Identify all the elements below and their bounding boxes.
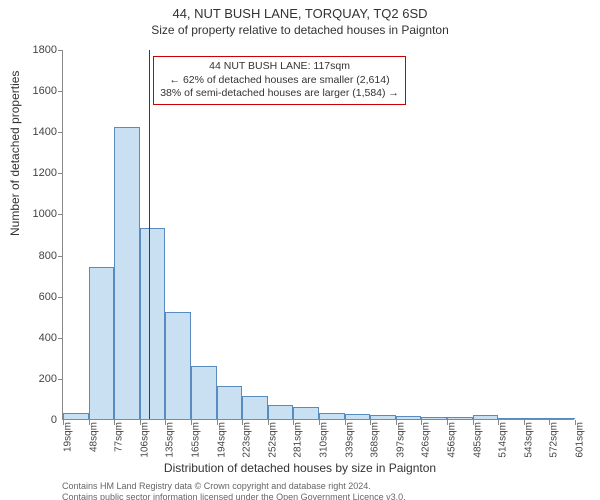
infobox-line: 38% of semi-detached houses are larger (… bbox=[160, 87, 399, 101]
xtick-label: 165sqm bbox=[191, 422, 202, 458]
ytick-label: 1400 bbox=[17, 126, 57, 138]
ytick-mark bbox=[58, 173, 63, 174]
xtick-label: 456sqm bbox=[447, 422, 458, 458]
xtick-label: 281sqm bbox=[293, 422, 304, 458]
footer: Contains HM Land Registry data © Crown c… bbox=[62, 481, 406, 500]
histogram-bar bbox=[396, 416, 422, 419]
ytick-mark bbox=[58, 379, 63, 380]
histogram-bar bbox=[140, 228, 166, 419]
histogram-bar bbox=[293, 407, 319, 419]
ytick-label: 1000 bbox=[17, 208, 57, 220]
footer-line-1: Contains HM Land Registry data © Crown c… bbox=[62, 481, 406, 492]
chart-container: 44, NUT BUSH LANE, TORQUAY, TQ2 6SD Size… bbox=[0, 6, 600, 500]
ytick-label: 0 bbox=[17, 414, 57, 426]
page-subtitle: Size of property relative to detached ho… bbox=[0, 23, 600, 37]
histogram-bar bbox=[114, 127, 140, 419]
ytick-label: 1800 bbox=[17, 44, 57, 56]
xtick-label: 77sqm bbox=[114, 422, 125, 452]
ytick-mark bbox=[58, 50, 63, 51]
ytick-mark bbox=[58, 91, 63, 92]
ytick-label: 400 bbox=[17, 332, 57, 344]
histogram-bar bbox=[217, 386, 243, 419]
ytick-mark bbox=[58, 338, 63, 339]
ytick-mark bbox=[58, 256, 63, 257]
x-axis-label: Distribution of detached houses by size … bbox=[0, 461, 600, 475]
ytick-mark bbox=[58, 214, 63, 215]
histogram-bar bbox=[268, 405, 294, 419]
xtick-label: 514sqm bbox=[498, 422, 509, 458]
xtick-label: 368sqm bbox=[370, 422, 381, 458]
xtick-label: 48sqm bbox=[88, 422, 99, 452]
histogram-bar bbox=[319, 413, 345, 419]
histogram-bar bbox=[498, 418, 524, 419]
xtick-label: 223sqm bbox=[242, 422, 253, 458]
histogram-bar bbox=[191, 366, 217, 419]
page-title: 44, NUT BUSH LANE, TORQUAY, TQ2 6SD bbox=[0, 6, 600, 21]
chart-area: 02004006008001000120014001600180019sqm48… bbox=[62, 50, 574, 420]
xtick-label: 426sqm bbox=[421, 422, 432, 458]
histogram-bar bbox=[549, 418, 575, 419]
xtick-label: 194sqm bbox=[216, 422, 227, 458]
xtick-label: 252sqm bbox=[267, 422, 278, 458]
xtick-label: 135sqm bbox=[165, 422, 176, 458]
histogram-bar bbox=[370, 415, 396, 419]
ytick-label: 600 bbox=[17, 291, 57, 303]
histogram-bar bbox=[524, 418, 550, 419]
infobox-line: 44 NUT BUSH LANE: 117sqm bbox=[160, 60, 399, 74]
ytick-label: 1600 bbox=[17, 85, 57, 97]
xtick-label: 572sqm bbox=[549, 422, 560, 458]
ytick-mark bbox=[58, 132, 63, 133]
plot-area: 02004006008001000120014001600180019sqm48… bbox=[62, 50, 574, 420]
histogram-bar bbox=[63, 413, 89, 419]
ytick-mark bbox=[58, 297, 63, 298]
reference-infobox: 44 NUT BUSH LANE: 117sqm← 62% of detache… bbox=[153, 56, 406, 105]
histogram-bar bbox=[473, 415, 499, 419]
histogram-bar bbox=[242, 396, 268, 419]
footer-line-2: Contains public sector information licen… bbox=[62, 492, 406, 500]
ytick-label: 800 bbox=[17, 250, 57, 262]
ytick-label: 200 bbox=[17, 373, 57, 385]
xtick-label: 397sqm bbox=[395, 422, 406, 458]
histogram-bar bbox=[165, 312, 191, 419]
xtick-label: 106sqm bbox=[139, 422, 150, 458]
xtick-label: 601sqm bbox=[575, 422, 586, 458]
histogram-bar bbox=[447, 417, 473, 419]
reference-line bbox=[149, 50, 150, 419]
xtick-label: 310sqm bbox=[319, 422, 330, 458]
histogram-bar bbox=[345, 414, 371, 419]
xtick-label: 485sqm bbox=[472, 422, 483, 458]
histogram-bar bbox=[421, 417, 447, 419]
histogram-bar bbox=[89, 267, 115, 419]
xtick-label: 543sqm bbox=[523, 422, 534, 458]
ytick-label: 1200 bbox=[17, 167, 57, 179]
xtick-label: 19sqm bbox=[63, 422, 74, 452]
infobox-line: ← 62% of detached houses are smaller (2,… bbox=[160, 74, 399, 88]
xtick-label: 339sqm bbox=[344, 422, 355, 458]
